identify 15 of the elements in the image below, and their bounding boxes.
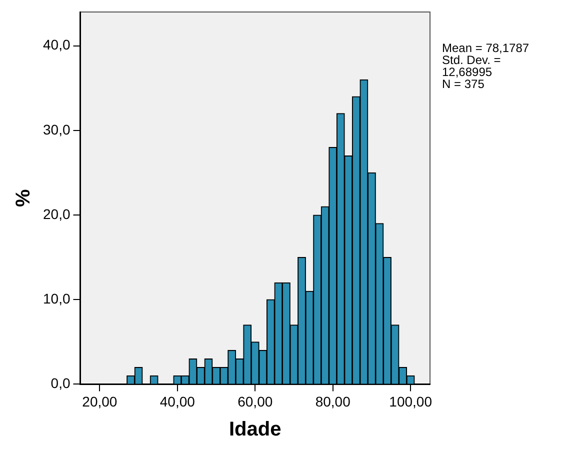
text: Std. Dev. = 12,68995 [442, 53, 501, 79]
text: Mean = 78,1787 [442, 41, 530, 55]
y-axis-title: % [12, 189, 35, 207]
y-tick-label: 20,0 [43, 206, 70, 222]
x-tick-label: 40,00 [160, 393, 196, 410]
text: N = 375 [442, 77, 484, 91]
y-tick-label: 10,0 [43, 290, 70, 306]
x-tick-label: 80,00 [315, 393, 351, 410]
x-tick-label: 60,00 [238, 393, 273, 410]
y-tick-label: 30,0 [43, 121, 70, 138]
x-tick-label: 20,00 [82, 393, 118, 410]
y-tick-label: 0,0 [50, 375, 70, 392]
x-tick-label: 100,00 [389, 393, 432, 410]
y-tick-label: 40,0 [43, 36, 70, 53]
x-axis-title: Idade [229, 418, 282, 441]
